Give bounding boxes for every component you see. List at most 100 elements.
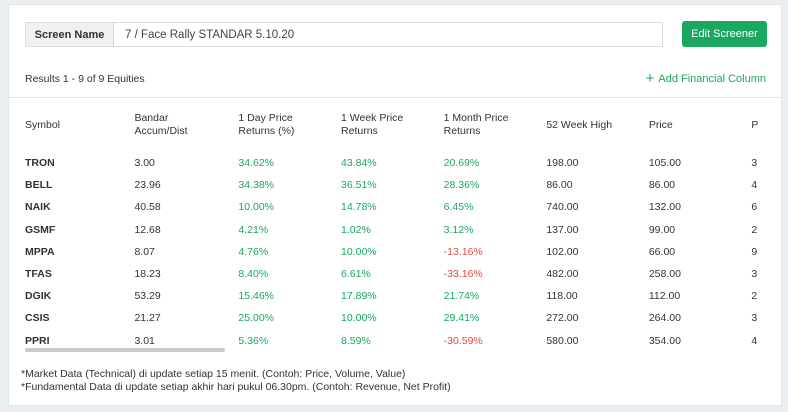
cell-price: 264.00 <box>648 312 681 325</box>
cell-price: 66.00 <box>648 245 676 258</box>
cell-extra: 2 <box>751 290 758 303</box>
cell-symbol[interactable]: GSMF <box>25 223 56 236</box>
cell-bandar: 3.00 <box>134 157 155 170</box>
screen-name-value[interactable]: 7 / Face Rally STANDAR 5.10.20 <box>125 28 295 41</box>
horizontal-scrollbar[interactable] <box>25 348 225 352</box>
results-count: Results 1 - 9 of 9 Equities <box>25 73 145 85</box>
cell-52week-high: 740.00 <box>546 201 579 214</box>
cell-1day-return: 15.46% <box>238 290 275 303</box>
results-table: Symbol Bandar Accum/Dist 1 Day Price Retur… <box>25 98 781 352</box>
cell-symbol[interactable]: PPRI <box>25 334 50 347</box>
cell-52week-high: 137.00 <box>546 223 579 236</box>
cell-1month-return: -30.59% <box>443 334 483 347</box>
cell-1day-return: 8.40% <box>238 268 269 281</box>
cell-1day-return: 34.38% <box>238 179 275 192</box>
cell-52week-high: 482.00 <box>546 268 579 281</box>
cell-52week-high: 580.00 <box>546 334 579 347</box>
cell-symbol[interactable]: BELL <box>25 179 53 192</box>
cell-1week-return: 6.61% <box>341 268 371 281</box>
cell-symbol[interactable]: DGIK <box>25 290 52 303</box>
cell-52week-high: 86.00 <box>546 179 573 192</box>
cell-bandar: 21.27 <box>134 312 161 325</box>
cell-1week-return: 17.89% <box>341 290 377 303</box>
cell-price: 354.00 <box>648 334 681 347</box>
cell-1month-return: 28.36% <box>443 179 480 192</box>
divider <box>9 97 781 98</box>
cell-extra: 6 <box>751 201 758 214</box>
cell-52week-high: 102.00 <box>546 245 579 258</box>
cell-price: 132.00 <box>648 201 681 214</box>
header-symbol[interactable]: Symbol <box>25 118 61 131</box>
table-row[interactable]: CSIS 21.27 25.00% 10.00% 29.41% 272.00 264.00 3 <box>25 307 781 329</box>
table-header-row: Symbol Bandar Accum/Dist 1 Day Price Retur… <box>25 98 781 152</box>
screen-name-field[interactable]: Screen Name 7 / Face Rally STANDAR 5.10.… <box>25 22 663 47</box>
cell-price: 86.00 <box>648 179 676 192</box>
screener-card: Screen Name 7 / Face Rally STANDAR 5.10.… <box>8 4 782 406</box>
cell-52week-high: 272.00 <box>546 312 579 325</box>
cell-bandar: 12.68 <box>134 223 161 236</box>
add-financial-column-label: Add Financial Column <box>658 73 766 85</box>
table-row[interactable]: PPRI 3.01 5.36% 8.59% -30.59% 580.00 354.00 4 <box>25 330 781 352</box>
cell-extra: 4 <box>751 334 758 347</box>
table-row[interactable]: TFAS 18.23 8.40% 6.61% -33.16% 482.00 258.00 3 <box>25 263 781 285</box>
screen-name-label: Screen Name <box>26 23 114 46</box>
cell-extra: 2 <box>751 223 758 236</box>
cell-52week-high: 198.00 <box>546 157 579 170</box>
cell-price: 105.00 <box>648 157 681 170</box>
cell-symbol[interactable]: TFAS <box>25 268 52 281</box>
cell-symbol[interactable]: TRON <box>25 157 55 170</box>
cell-bandar: 23.96 <box>134 179 161 192</box>
cell-symbol[interactable]: MPPA <box>25 245 55 258</box>
cell-price: 112.00 <box>648 290 681 303</box>
cell-bandar: 18.23 <box>134 268 161 281</box>
cell-1week-return: 36.51% <box>341 179 377 192</box>
edit-screener-button[interactable]: Edit Screener <box>682 21 767 47</box>
cell-1month-return: 3.12% <box>443 223 474 236</box>
cell-extra: 3 <box>751 312 758 325</box>
cell-1day-return: 34.62% <box>238 157 275 170</box>
cell-bandar: 53.29 <box>134 290 161 303</box>
header-extra[interactable]: P <box>751 118 759 131</box>
table-row[interactable]: DGIK 53.29 15.46% 17.89% 21.74% 118.00 112.00 2 <box>25 285 781 307</box>
cell-symbol[interactable]: NAIK <box>25 201 51 214</box>
cell-extra: 3 <box>751 157 758 170</box>
add-financial-column-button[interactable]: + Add Financial Column <box>645 70 766 87</box>
cell-extra: 3 <box>751 268 758 281</box>
cell-1month-return: 29.41% <box>443 312 480 325</box>
cell-52week-high: 118.00 <box>546 290 578 303</box>
cell-bandar: 40.58 <box>134 201 161 214</box>
table-row[interactable]: BELL 23.96 34.38% 36.51% 28.36% 86.00 86.00 4 <box>25 174 781 196</box>
cell-1day-return: 10.00% <box>238 201 275 214</box>
cell-1day-return: 4.21% <box>238 223 269 236</box>
cell-1week-return: 14.78% <box>341 201 377 214</box>
cell-bandar: 8.07 <box>134 245 155 258</box>
cell-1week-return: 8.59% <box>341 334 371 347</box>
cell-price: 99.00 <box>648 223 676 236</box>
cell-1week-return: 1.02% <box>341 223 371 236</box>
plus-icon: + <box>645 70 655 87</box>
cell-price: 258.00 <box>648 268 681 281</box>
cell-1week-return: 10.00% <box>341 245 377 258</box>
header-bandar[interactable]: Bandar Accum/Dist <box>134 112 188 137</box>
header-1week-return[interactable]: 1 Week Price Returns <box>341 112 404 137</box>
cell-1week-return: 10.00% <box>341 312 377 325</box>
header-price[interactable]: Price <box>648 118 673 131</box>
table-row[interactable]: GSMF 12.68 4.21% 1.02% 3.12% 137.00 99.00 2 <box>25 219 781 241</box>
cell-symbol[interactable]: CSIS <box>25 312 50 325</box>
cell-1month-return: -13.16% <box>443 245 483 258</box>
cell-1day-return: 4.76% <box>238 245 269 258</box>
cell-bandar: 3.01 <box>134 334 155 347</box>
header-52week-high[interactable]: 52 Week High <box>546 118 613 131</box>
cell-1week-return: 43.84% <box>341 157 377 170</box>
results-table-container[interactable]: Symbol Bandar Accum/Dist 1 Day Price Retur… <box>9 98 781 352</box>
table-row[interactable]: NAIK 40.58 10.00% 14.78% 6.45% 740.00 132.00 6 <box>25 196 781 218</box>
cell-1month-return: 21.74% <box>443 290 480 303</box>
header-1day-return[interactable]: 1 Day Price Returns (%) <box>238 112 295 137</box>
cell-1day-return: 25.00% <box>238 312 275 325</box>
cell-1month-return: -33.16% <box>443 268 483 281</box>
table-row[interactable]: TRON 3.00 34.62% 43.84% 20.69% 198.00 105.00 3 <box>25 152 781 174</box>
footnote-fundamental: *Fundamental Data di update setiap akhir… <box>21 381 451 393</box>
header-1month-return[interactable]: 1 Month Price Returns <box>443 112 509 137</box>
table-row[interactable]: MPPA 8.07 4.76% 10.00% -13.16% 102.00 66.00 9 <box>25 241 781 263</box>
cell-1day-return: 5.36% <box>238 334 269 347</box>
